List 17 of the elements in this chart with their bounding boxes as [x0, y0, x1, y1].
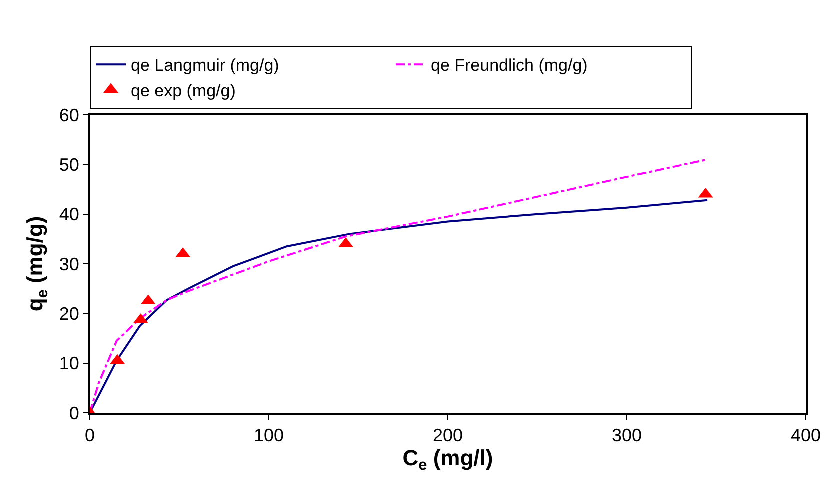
y-tick-label: 40: [59, 204, 80, 225]
legend-label: qe Langmuir (mg/g): [131, 56, 280, 76]
y-tick-label: 30: [59, 254, 80, 274]
line-series: [90, 199, 709, 413]
x-tick-label: 300: [612, 426, 642, 446]
y-tick-label: 0: [69, 403, 80, 424]
y-tick-label: 10: [59, 354, 80, 374]
legend-label: qe Freundlich (mg/g): [431, 56, 588, 76]
legend-label: qe exp (mg/g): [131, 81, 236, 100]
x-tick-label: 400: [790, 426, 822, 446]
x-axis-title: C$_{e}$ (mg/l): [402, 446, 494, 474]
y-tick-label: 60: [59, 105, 80, 126]
y-tick-label: 20: [59, 304, 80, 324]
x-tick-label: 0: [84, 426, 96, 446]
x-tick-label: 100: [254, 426, 284, 446]
y-tick-label: 50: [59, 154, 80, 175]
x-tick-label: 200: [432, 426, 464, 446]
